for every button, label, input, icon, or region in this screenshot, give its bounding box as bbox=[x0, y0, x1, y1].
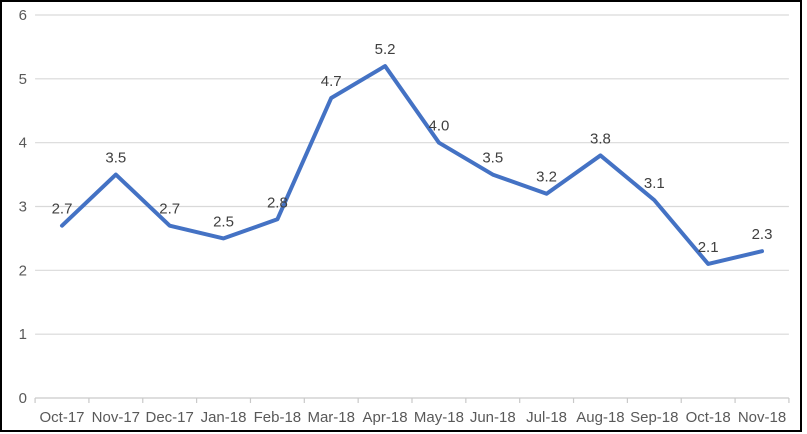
series-line bbox=[60, 64, 764, 266]
y-axis-tick-label: 6 bbox=[19, 7, 27, 24]
y-axis-tick-label: 4 bbox=[19, 135, 27, 152]
x-axis-label: May-18 bbox=[414, 409, 464, 426]
y-axis-tick-label: 5 bbox=[19, 71, 27, 88]
y-axis-tick-label: 1 bbox=[19, 326, 27, 343]
x-axis-label: Jul-18 bbox=[526, 409, 567, 426]
data-point-label: 2.3 bbox=[752, 226, 773, 243]
data-point-label: 2.8 bbox=[267, 194, 288, 211]
x-axis-label: Feb-18 bbox=[254, 409, 302, 426]
x-axis-label: Apr-18 bbox=[363, 409, 408, 426]
data-point-label: 4.7 bbox=[321, 73, 342, 90]
data-point-label: 2.7 bbox=[52, 201, 73, 218]
data-point-label: 3.5 bbox=[105, 150, 126, 167]
x-axis-label: Jun-18 bbox=[470, 409, 516, 426]
x-axis-label: Mar-18 bbox=[307, 409, 355, 426]
data-point-label: 3.8 bbox=[590, 130, 611, 147]
data-point-label: 5.2 bbox=[375, 41, 396, 58]
data-point-label: 2.5 bbox=[213, 213, 234, 230]
x-axis-label: Oct-18 bbox=[686, 409, 731, 426]
x-axis-label: Nov-17 bbox=[92, 409, 140, 426]
x-axis-label: Sep-18 bbox=[630, 409, 678, 426]
y-axis-tick-label: 3 bbox=[19, 199, 27, 216]
data-point-label: 2.1 bbox=[698, 239, 719, 256]
data-point-label: 3.1 bbox=[644, 175, 665, 192]
data-point-label: 3.5 bbox=[482, 150, 503, 167]
y-axis-tick-label: 0 bbox=[19, 390, 27, 407]
x-axis-label: Aug-18 bbox=[576, 409, 624, 426]
x-axis-label: Dec-17 bbox=[146, 409, 194, 426]
x-axis-label: Nov-18 bbox=[738, 409, 786, 426]
x-axis-label: Oct-17 bbox=[39, 409, 84, 426]
data-point-label: 4.0 bbox=[428, 118, 449, 135]
data-point-label: 2.7 bbox=[159, 201, 180, 218]
x-axis-label: Jan-18 bbox=[201, 409, 247, 426]
data-point-label: 3.2 bbox=[536, 169, 557, 186]
y-axis-tick-label: 2 bbox=[19, 262, 27, 279]
